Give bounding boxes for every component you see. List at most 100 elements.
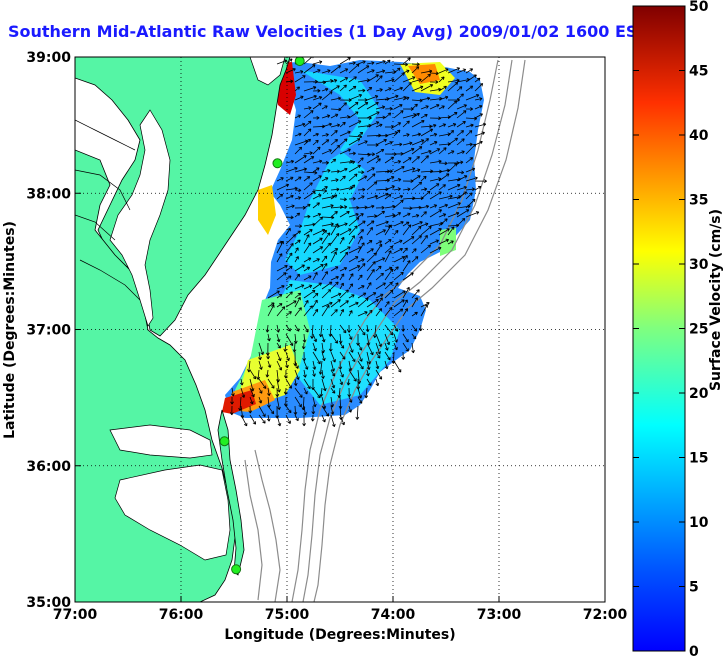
velocity-arrow xyxy=(429,141,438,146)
velocity-arrow xyxy=(303,234,310,245)
velocity-arrow xyxy=(258,378,267,389)
velocity-arrow xyxy=(303,86,317,92)
velocity-arrow xyxy=(348,160,356,165)
velocity-arrow xyxy=(339,289,349,299)
velocity-arrow xyxy=(330,387,336,394)
colorbar-label: Surface Velocity (cm/s) xyxy=(708,209,724,391)
velocity-arrow xyxy=(384,176,395,182)
velocity-arrow xyxy=(366,309,373,317)
velocity-arrow xyxy=(375,115,386,120)
velocity-arrow xyxy=(411,342,415,354)
velocity-arrow xyxy=(293,405,298,415)
velocity-arrow xyxy=(285,324,291,332)
velocity-arrow xyxy=(347,387,352,398)
velocity-arrow xyxy=(339,236,345,245)
velocity-arrow xyxy=(465,123,474,128)
velocity-arrow xyxy=(303,266,311,272)
velocity-arrow xyxy=(294,307,302,317)
velocity-arrow xyxy=(357,263,366,272)
velocity-arrow xyxy=(348,63,360,74)
velocity-arrow xyxy=(420,302,430,308)
velocity-arrow xyxy=(303,128,312,137)
velocity-arrow xyxy=(402,212,411,218)
velocity-arrow xyxy=(375,342,381,355)
velocity-patch-cyan xyxy=(285,70,380,275)
velocity-arrow xyxy=(411,66,420,74)
velocity-arrow xyxy=(429,183,440,191)
velocity-arrow xyxy=(348,405,353,413)
velocity-arrow xyxy=(294,86,300,92)
velocity-arrow xyxy=(411,324,418,332)
velocity-arrow xyxy=(249,414,257,425)
velocity-arrow xyxy=(456,175,468,182)
velocity-arrow xyxy=(249,378,255,392)
velocity-arrow xyxy=(465,176,478,182)
velocity-arrow xyxy=(420,73,431,83)
velocity-arrow xyxy=(465,167,476,173)
velocity-arrow xyxy=(402,236,415,245)
velocity-arrow xyxy=(366,69,375,74)
velocity-arrow xyxy=(330,79,338,83)
velocity-arrow xyxy=(294,146,303,155)
velocity-arrow xyxy=(375,240,382,245)
velocity-arrow xyxy=(294,196,302,200)
velocity-arrow xyxy=(366,227,373,236)
velocity-arrow xyxy=(330,211,338,218)
velocity-arrow xyxy=(276,303,283,308)
velocity-arrow xyxy=(402,224,412,236)
velocity-arrow xyxy=(339,197,347,202)
velocity-arrow xyxy=(312,95,323,101)
velocity-arrow xyxy=(375,205,385,210)
velocity-arrow xyxy=(420,211,427,218)
velocity-arrow xyxy=(357,175,368,182)
velocity-arrow xyxy=(384,250,392,263)
velocity-arrow xyxy=(303,405,307,416)
velocity-arrow xyxy=(402,120,410,128)
velocity-arrow xyxy=(339,378,344,386)
velocity-arrow xyxy=(339,175,346,182)
velocity-arrow xyxy=(402,157,412,164)
velocity-arrow xyxy=(348,333,353,340)
velocity-arrow xyxy=(312,369,316,377)
velocity-vectors xyxy=(229,57,487,428)
velocity-arrow xyxy=(465,130,473,137)
velocity-arrow xyxy=(402,141,413,146)
velocity-arrow xyxy=(384,87,392,92)
velocity-arrow xyxy=(266,351,271,360)
velocity-arrow xyxy=(312,264,324,272)
velocity-arrow xyxy=(357,65,370,74)
velocity-arrow xyxy=(348,256,359,263)
velocity-arrow xyxy=(348,225,358,236)
velocity-arrow xyxy=(438,123,447,128)
velocity-arrow xyxy=(420,222,429,227)
velocity-arrow xyxy=(357,131,364,137)
velocity-arrow xyxy=(375,282,386,290)
velocity-arrow xyxy=(276,333,281,343)
velocity-arrow xyxy=(339,148,351,155)
velocity-arrow xyxy=(402,82,412,92)
velocity-arrow xyxy=(303,284,313,290)
velocity-arrow xyxy=(438,95,449,101)
velocity-arrow xyxy=(294,132,302,137)
velocity-arrow xyxy=(348,217,360,227)
velocity-arrow xyxy=(375,308,383,317)
velocity-arrow xyxy=(303,387,308,395)
velocity-arrow xyxy=(366,220,375,227)
velocity-arrow xyxy=(420,304,428,317)
velocity-arrow xyxy=(411,333,417,340)
velocity-arrow xyxy=(330,309,338,317)
velocity-arrow xyxy=(456,68,467,74)
velocity-arrow xyxy=(384,106,393,111)
velocity-arrow xyxy=(348,396,353,403)
bathymetry-contour-1 xyxy=(291,59,499,602)
velocity-arrow xyxy=(339,102,347,110)
velocity-arrow xyxy=(276,294,283,299)
velocity-arrow xyxy=(285,333,294,347)
velocity-arrow xyxy=(393,165,405,173)
velocity-arrow xyxy=(312,167,320,173)
velocity-arrow xyxy=(429,123,437,128)
velocity-arrow xyxy=(276,360,283,371)
velocity-arrow xyxy=(402,147,415,155)
velocity-arrow xyxy=(375,265,382,272)
